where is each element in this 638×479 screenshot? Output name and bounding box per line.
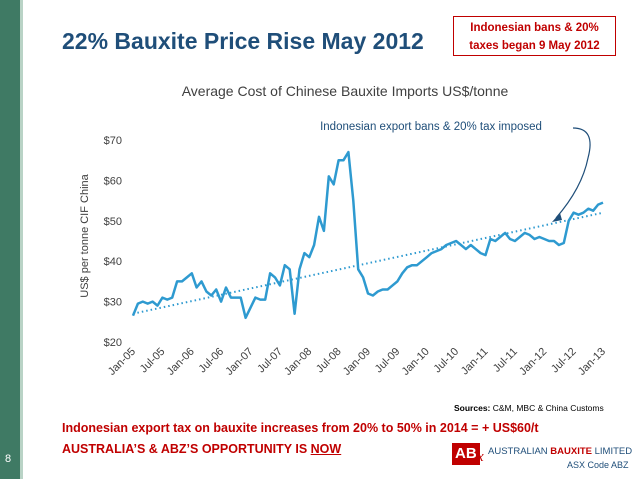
y-axis-label: US$ per tonne CIF China <box>79 173 91 297</box>
y-ticks: $20 $30 $40 $50 $60 $70 <box>104 135 122 349</box>
y-tick-label: $50 <box>104 216 122 228</box>
callout-line-2: taxes began 9 May 2012 <box>469 40 600 52</box>
x-tick-label: Jan-06 <box>165 346 197 378</box>
y-tick-label: $60 <box>104 175 122 187</box>
sidebar-stripe <box>20 0 23 479</box>
sidebar-band <box>0 0 23 479</box>
y-tick-label: $20 <box>104 337 122 349</box>
price-series-line <box>131 150 604 320</box>
logo-x: x <box>477 449 484 465</box>
x-tick-label: Jan-05 <box>106 346 138 378</box>
callout-box: Indonesian bans & 20% taxes began 9 May … <box>453 16 616 56</box>
y-tick-label: $40 <box>104 256 122 268</box>
x-tick-label: Jan-11 <box>459 346 491 378</box>
annotation-arrow <box>555 127 591 219</box>
x-tick-label: Jul-11 <box>491 346 520 375</box>
x-tick-label: Jan-10 <box>400 346 432 378</box>
page-number: 8 <box>5 453 12 465</box>
sources-note: Sources: C&M, MBC & China Customs <box>454 403 604 413</box>
x-tick-label: Jul-07 <box>255 346 285 376</box>
annotation-text: Indonesian export bans & 20% tax imposed <box>320 121 542 133</box>
x-tick-label: Jan-12 <box>517 346 549 378</box>
y-tick-label: $30 <box>104 297 122 309</box>
opportunity-statement: AUSTRALIA’S & ABZ’S OPPORTUNITY IS NOW <box>62 442 341 456</box>
opportunity-prefix: AUSTRALIA’S & ABZ’S OPPORTUNITY IS <box>62 442 311 456</box>
x-tick-label: Jul-08 <box>314 346 344 376</box>
x-tick-label: Jul-10 <box>432 346 462 376</box>
x-tick-label: Jul-12 <box>549 346 579 376</box>
x-tick-label: Jul-06 <box>197 346 227 376</box>
x-tick-label: Jan-08 <box>282 346 314 378</box>
sources-label: Sources: <box>454 403 491 413</box>
x-tick-label: Jul-09 <box>373 346 403 376</box>
annotation-arrowhead <box>552 213 562 222</box>
opportunity-emphasis: NOW <box>310 442 342 456</box>
chart-title: Average Cost of Chinese Bauxite Imports … <box>182 83 509 99</box>
y-tick-label: $70 <box>104 135 122 147</box>
x-tick-label: Jan-09 <box>341 346 373 378</box>
callout-line-1: Indonesian bans & 20% <box>470 22 599 34</box>
trend-line <box>132 211 604 315</box>
asx-code: ASX Code ABZ <box>567 460 629 470</box>
x-tick-label: Jan-07 <box>223 346 255 378</box>
logo-ab: AB <box>452 443 480 465</box>
sources-text: C&M, MBC & China Customs <box>490 403 604 413</box>
x-tick-label: Jul-05 <box>138 346 168 376</box>
slide-title: 22% Bauxite Price Rise May 2012 <box>62 28 424 54</box>
x-tick-label: Jan-13 <box>576 346 608 378</box>
abx-logo: AB x <box>452 443 484 473</box>
company-name: AUSTRALIAN BAUXITE LIMITED <box>488 446 633 457</box>
tax-statement: Indonesian export tax on bauxite increas… <box>62 421 539 435</box>
